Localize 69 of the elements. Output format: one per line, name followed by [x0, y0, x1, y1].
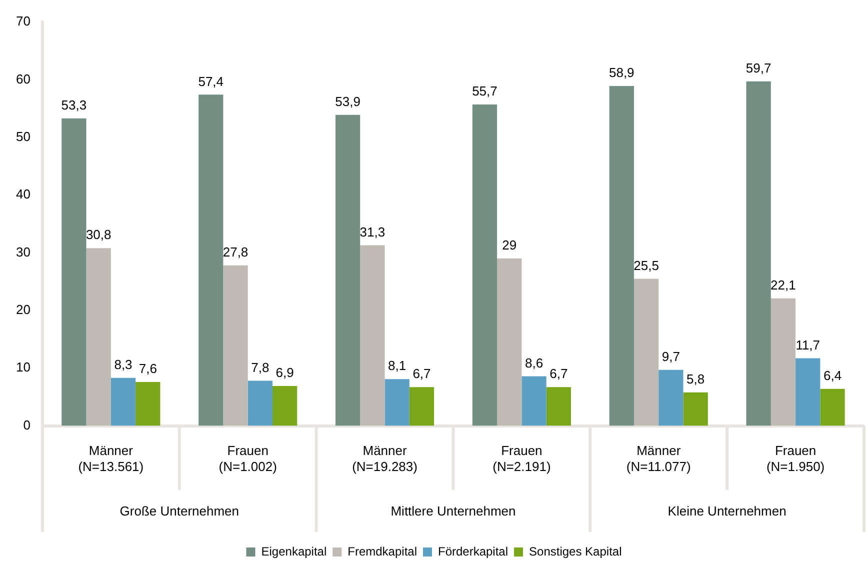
- data-label: 8,3: [114, 357, 132, 372]
- bar: [409, 387, 434, 426]
- x-tick-label: Frauen (N=1.002): [218, 443, 277, 474]
- data-label: 59,7: [746, 60, 772, 76]
- legend-label: Fremdkapital: [348, 544, 417, 558]
- data-label: 6,7: [412, 366, 431, 382]
- data-label: 57,4: [198, 74, 224, 89]
- data-label: 29: [502, 238, 517, 253]
- x-tick-label: Männer (N=13.561): [78, 443, 144, 474]
- bar: [683, 392, 708, 426]
- legend-label: Förderkapital: [438, 544, 508, 558]
- data-label: 53,3: [61, 97, 87, 112]
- data-label: 58,9: [608, 65, 634, 80]
- y-tick-label: 30: [16, 244, 30, 260]
- bar: [634, 278, 659, 426]
- y-tick-label: 40: [16, 186, 30, 202]
- data-label: 30,8: [86, 227, 112, 242]
- bar: [746, 81, 771, 426]
- x-tick-label: Frauen (N=1.950): [766, 443, 825, 474]
- bar: [770, 298, 796, 426]
- y-tick-label: 0: [23, 417, 30, 432]
- bar: [609, 86, 634, 426]
- y-tick-label: 10: [16, 360, 30, 375]
- data-label: 7,8: [251, 360, 270, 375]
- bar: [110, 378, 136, 426]
- x-tick-label: Männer (N=11.077): [626, 443, 691, 474]
- data-label: 27,8: [222, 244, 248, 260]
- bar: [360, 245, 385, 426]
- data-label: 11,7: [796, 337, 820, 352]
- bar: [522, 376, 546, 426]
- data-label: 55,7: [472, 84, 498, 99]
- x-tick-label: Frauen (N=2.191): [492, 443, 551, 474]
- data-label: 53,9: [335, 94, 360, 109]
- bar: [136, 382, 160, 426]
- bar: [248, 380, 272, 426]
- data-label: 7,6: [138, 361, 157, 376]
- data-label: 22,1: [770, 277, 796, 292]
- bar: [820, 388, 845, 426]
- x-tick-label: Männer (N=19.283): [352, 443, 418, 474]
- bar: [796, 358, 820, 426]
- bar: [223, 265, 248, 426]
- bar: [546, 387, 571, 426]
- bar: [335, 114, 360, 426]
- bar: [198, 94, 224, 426]
- bar: [86, 248, 111, 426]
- y-tick-label: 60: [16, 71, 30, 86]
- bar: [472, 104, 498, 426]
- data-label: 25,5: [634, 258, 659, 273]
- data-label: 8,6: [524, 355, 544, 370]
- data-label: 8,1: [388, 358, 406, 374]
- bar: [272, 386, 298, 426]
- y-tick-label: 70: [16, 14, 30, 29]
- data-label: 5,8: [686, 371, 705, 386]
- y-tick-label: 20: [16, 302, 30, 318]
- legend-label: Eigenkapital: [261, 544, 327, 558]
- bar: [497, 258, 522, 426]
- text: Mittlere Unternehmen: [390, 504, 516, 519]
- bar: [384, 379, 410, 426]
- data-label: 6,9: [276, 365, 294, 380]
- bar: [62, 118, 86, 426]
- text: Kleine Unternehmen: [668, 504, 786, 519]
- data-label: 31,3: [360, 224, 386, 240]
- data-label: 6,7: [550, 366, 568, 382]
- bar: [658, 370, 684, 426]
- data-label: 9,7: [662, 348, 680, 364]
- data-label: 6,4: [823, 368, 842, 383]
- text: Große Unternehmen: [120, 504, 239, 519]
- y-tick-label: 50: [16, 128, 30, 144]
- legend-label: Sonstiges Kapital: [529, 544, 622, 558]
